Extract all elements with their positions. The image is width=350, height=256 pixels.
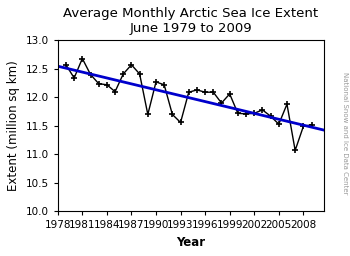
X-axis label: Year: Year (176, 236, 205, 249)
Y-axis label: Extent (million sq km): Extent (million sq km) (7, 60, 20, 191)
Text: National Snow and Ice Data Center: National Snow and Ice Data Center (342, 72, 348, 194)
Title: Average Monthly Arctic Sea Ice Extent
June 1979 to 2009: Average Monthly Arctic Sea Ice Extent Ju… (63, 7, 319, 35)
